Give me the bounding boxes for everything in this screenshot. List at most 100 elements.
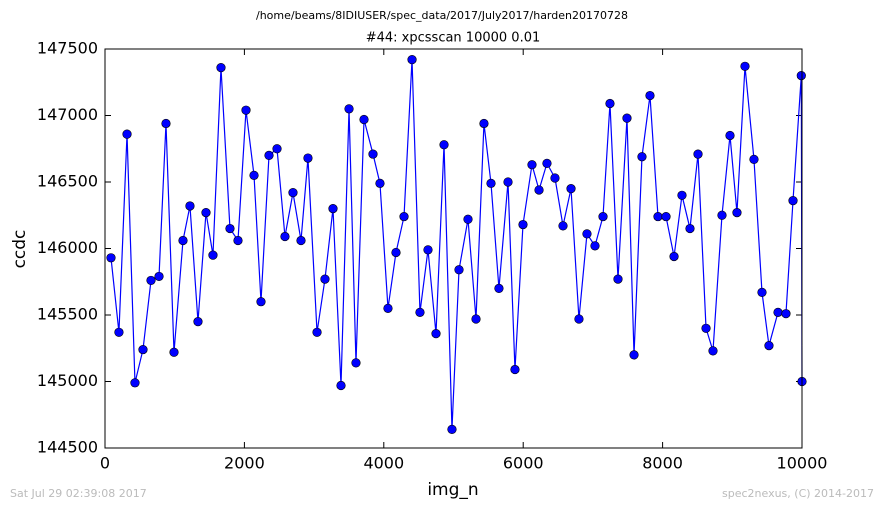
data-point bbox=[582, 229, 592, 239]
data-point bbox=[288, 188, 298, 198]
data-point bbox=[328, 204, 338, 214]
data-point bbox=[122, 129, 132, 139]
y-axis-label: ccdc bbox=[10, 230, 30, 269]
data-point bbox=[161, 118, 171, 129]
data-point bbox=[320, 274, 330, 284]
data-point bbox=[312, 327, 322, 337]
x-axis-label: img_n bbox=[427, 480, 478, 500]
y-tick-label: 147500 bbox=[37, 39, 98, 58]
data-point bbox=[613, 274, 623, 284]
data-point bbox=[193, 317, 203, 327]
data-point bbox=[732, 207, 742, 218]
data-point bbox=[169, 347, 179, 357]
data-point bbox=[201, 207, 211, 218]
data-point bbox=[439, 140, 449, 150]
data-point bbox=[296, 235, 306, 246]
data-point bbox=[399, 211, 409, 222]
data-point bbox=[344, 104, 354, 114]
data-point bbox=[661, 211, 671, 222]
data-point bbox=[479, 118, 489, 129]
data-point bbox=[740, 61, 750, 71]
x-tick-label: 0 bbox=[100, 454, 110, 473]
data-point bbox=[225, 223, 235, 234]
chart-title: #44: xpcsscan 10000 0.01 bbox=[366, 31, 541, 46]
data-point bbox=[233, 235, 243, 246]
data-point bbox=[534, 185, 544, 195]
x-tick-label: 10000 bbox=[777, 454, 828, 473]
data-point bbox=[391, 247, 401, 258]
data-point bbox=[622, 113, 632, 123]
data-point bbox=[185, 201, 195, 211]
data-point bbox=[685, 223, 695, 234]
x-tick-label: 2000 bbox=[224, 454, 265, 473]
data-point bbox=[653, 211, 663, 222]
data-point bbox=[669, 251, 679, 262]
data-point bbox=[423, 245, 433, 255]
data-point bbox=[550, 173, 560, 183]
data-point bbox=[447, 424, 457, 434]
data-point bbox=[749, 154, 759, 164]
data-point bbox=[645, 90, 655, 101]
y-tick-label: 145500 bbox=[37, 305, 98, 324]
data-point bbox=[130, 378, 140, 388]
data-point bbox=[431, 329, 441, 339]
x-tick-label: 8000 bbox=[642, 454, 683, 473]
data-point bbox=[280, 231, 290, 242]
data-point bbox=[351, 358, 361, 368]
plot-frame bbox=[104, 48, 803, 449]
data-point bbox=[359, 114, 369, 125]
data-point bbox=[757, 287, 767, 297]
data-point bbox=[375, 178, 385, 188]
data-point bbox=[590, 241, 600, 251]
data-point bbox=[764, 340, 774, 351]
data-point bbox=[527, 160, 537, 170]
data-point bbox=[542, 158, 552, 168]
data-point bbox=[701, 323, 711, 333]
suptitle: /home/beams/8IDIUSER/spec_data/2017/July… bbox=[256, 9, 628, 22]
data-point bbox=[383, 303, 393, 313]
data-point bbox=[415, 307, 425, 317]
footer-left: Sat Jul 29 02:39:08 2017 bbox=[10, 487, 147, 500]
data-point bbox=[708, 346, 718, 356]
data-point bbox=[336, 380, 346, 391]
footer-right: spec2nexus, (C) 2014-2017 bbox=[722, 487, 874, 500]
data-point bbox=[781, 309, 791, 319]
data-point bbox=[463, 214, 473, 224]
data-point bbox=[368, 149, 378, 159]
data-point bbox=[558, 221, 568, 231]
data-point bbox=[454, 265, 464, 275]
data-point bbox=[605, 98, 615, 109]
data-point bbox=[264, 150, 274, 160]
data-point bbox=[693, 149, 703, 159]
data-point bbox=[773, 307, 783, 317]
data-point bbox=[788, 196, 798, 206]
data-point bbox=[303, 153, 313, 163]
y-tick-label: 146500 bbox=[37, 172, 98, 191]
data-point bbox=[138, 344, 148, 355]
y-tick-label: 144500 bbox=[37, 438, 98, 457]
data-point bbox=[677, 190, 687, 200]
data-point bbox=[494, 283, 504, 294]
data-point bbox=[486, 178, 496, 188]
data-point bbox=[146, 275, 156, 286]
data-point bbox=[241, 105, 251, 115]
x-tick-label: 4000 bbox=[363, 454, 404, 473]
data-point bbox=[510, 364, 520, 375]
data-point bbox=[272, 144, 282, 154]
data-point bbox=[407, 55, 417, 65]
data-point bbox=[154, 271, 164, 282]
data-point bbox=[114, 327, 124, 337]
data-point bbox=[796, 70, 806, 81]
data-point bbox=[471, 314, 481, 324]
data-point bbox=[598, 211, 608, 222]
data-point bbox=[725, 130, 735, 141]
data-point bbox=[503, 177, 513, 187]
data-point bbox=[566, 184, 576, 194]
data-point bbox=[629, 350, 639, 360]
data-point bbox=[637, 152, 647, 162]
data-point bbox=[208, 250, 218, 260]
data-point bbox=[178, 235, 188, 246]
y-tick-label: 147000 bbox=[37, 105, 98, 124]
data-point bbox=[574, 314, 584, 324]
